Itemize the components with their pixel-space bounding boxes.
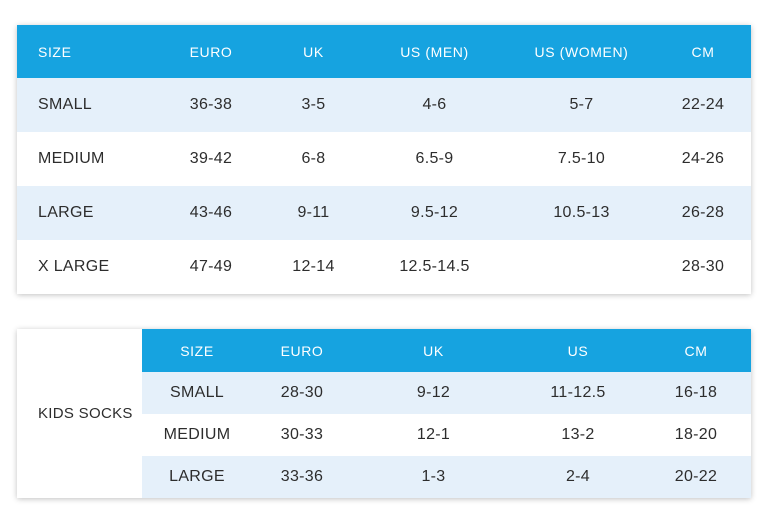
- adult-header-uk: UK: [266, 25, 361, 78]
- cell-uk: 6-8: [301, 150, 326, 167]
- table-row-kids-small: SMALL 28-30 9-12 11-12.5 16-18: [142, 372, 751, 414]
- cell-us-women: 5-7: [569, 96, 594, 113]
- cell-us: 2-4: [565, 468, 591, 485]
- adult-size-table: SIZE EURO UK US (MEN) US (WOMEN) CM SMAL…: [17, 25, 751, 294]
- cell-us-men: 9.5-12: [410, 204, 459, 221]
- kids-header-size: SIZE: [142, 329, 252, 372]
- cell-cm: 20-22: [674, 468, 718, 485]
- cell-cm: 26-28: [681, 204, 725, 221]
- size-label: X LARGE: [38, 258, 110, 275]
- cell-euro: 28-30: [280, 384, 324, 401]
- size-label: MEDIUM: [163, 426, 231, 443]
- kids-header-uk: UK: [352, 329, 515, 372]
- table-row-medium: MEDIUM 39-42 6-8 6.5-9 7.5-10 24-26: [17, 132, 751, 186]
- cell-euro: 43-46: [189, 204, 233, 221]
- kids-header-cm: CM: [641, 329, 751, 372]
- table-row-x-large: X LARGE 47-49 12-14 12.5-14.5 28-30: [17, 240, 751, 294]
- cell-euro: 39-42: [189, 150, 233, 167]
- cell-us-men: 4-6: [422, 96, 447, 113]
- cell-euro: 47-49: [189, 258, 233, 275]
- adult-header-euro: EURO: [156, 25, 266, 78]
- cell-euro: 30-33: [280, 426, 324, 443]
- table-row-kids-large: LARGE 33-36 1-3 2-4 20-22: [142, 456, 751, 498]
- cell-euro: 33-36: [280, 468, 324, 485]
- table-row-small: SMALL 36-38 3-5 4-6 5-7 22-24: [17, 78, 751, 132]
- kids-size-table: KIDS SOCKS SIZE EURO UK US CM SMALL 28-3: [17, 329, 751, 498]
- cell-cm: 24-26: [681, 150, 725, 167]
- kids-row-label: KIDS SOCKS: [38, 405, 133, 422]
- cell-cm: 18-20: [674, 426, 718, 443]
- cell-euro: 36-38: [189, 96, 233, 113]
- kids-header-us: US: [515, 329, 641, 372]
- cell-uk: 9-11: [297, 204, 330, 221]
- size-label: SMALL: [38, 96, 92, 113]
- cell-cm: 22-24: [681, 96, 725, 113]
- adult-header-row: SIZE EURO UK US (MEN) US (WOMEN) CM: [17, 25, 751, 78]
- cell-uk: 12-1: [416, 426, 451, 443]
- cell-uk: 9-12: [416, 384, 451, 401]
- kids-header-row: SIZE EURO UK US CM: [142, 329, 751, 372]
- size-label: SMALL: [170, 384, 224, 401]
- size-label: LARGE: [169, 468, 225, 485]
- cell-us-women: 7.5-10: [557, 150, 606, 167]
- cell-us: 13-2: [561, 426, 595, 443]
- size-label: LARGE: [38, 204, 94, 221]
- adult-header-cm: CM: [655, 25, 751, 78]
- kids-header-euro: EURO: [252, 329, 352, 372]
- size-label: MEDIUM: [38, 150, 105, 167]
- kids-size-table-grid: SIZE EURO UK US CM SMALL 28-30 9-12 11-1…: [142, 329, 751, 498]
- cell-us-men: 6.5-9: [415, 150, 454, 167]
- adult-header-us-men: US (MEN): [361, 25, 508, 78]
- cell-uk: 12-14: [292, 258, 335, 275]
- adult-header-us-women: US (WOMEN): [508, 25, 655, 78]
- cell-us: 11-12.5: [550, 384, 606, 401]
- cell-uk: 3-5: [301, 96, 326, 113]
- cell-uk: 1-3: [421, 468, 446, 485]
- kids-row-label-cell: KIDS SOCKS: [17, 329, 142, 498]
- cell-us-men: 12.5-14.5: [399, 258, 470, 275]
- cell-cm: 16-18: [674, 384, 718, 401]
- cell-us-women: [508, 240, 655, 294]
- table-row-large: LARGE 43-46 9-11 9.5-12 10.5-13 26-28: [17, 186, 751, 240]
- cell-us-women: 10.5-13: [553, 204, 610, 221]
- table-row-kids-medium: MEDIUM 30-33 12-1 13-2 18-20: [142, 414, 751, 456]
- cell-cm: 28-30: [681, 258, 725, 275]
- adult-header-size: SIZE: [17, 25, 156, 78]
